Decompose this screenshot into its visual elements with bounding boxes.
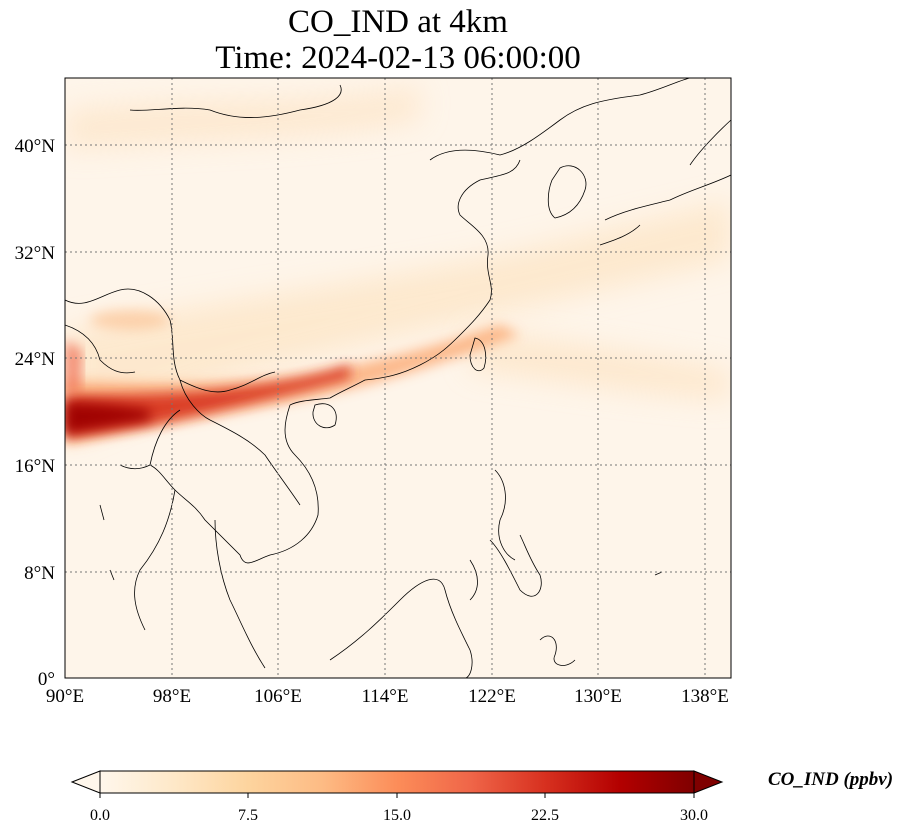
colorbar: 0.0 7.5 15.0 22.5 30.0 [70,770,724,824]
lon-tick-98: 98°E [153,686,191,707]
lon-tick-130: 130°E [574,686,622,707]
gridlines [65,78,731,678]
lat-tick-40: 40°N [15,136,56,157]
colorbar-extend-low [70,770,101,794]
coastlines [65,78,731,678]
title-variable: CO_IND at 4km [288,4,508,40]
lon-tick-106: 106°E [254,686,302,707]
co-concentration-field [65,78,731,678]
lat-tick-labels: 0° 8°N 16°N 24°N 32°N 40°N [15,136,56,690]
map-frame [64,77,732,679]
lon-tick-138: 138°E [681,686,729,707]
lon-tick-122: 122°E [468,686,516,707]
colorbar-tick-0: 0.0 [90,807,110,824]
lon-tick-labels: 90°E 98°E 106°E 114°E 122°E 130°E 138°E [46,686,729,707]
lat-tick-0: 0° [38,669,55,690]
lat-tick-16: 16°N [15,456,56,477]
map-title: CO_IND at 4km Time: 2024-02-13 06:00:00 [65,4,731,76]
colorbar-gradient [99,770,695,794]
lon-tick-114: 114°E [362,686,409,707]
lon-tick-90: 90°E [46,686,84,707]
colorbar-tick-4: 30.0 [680,807,708,824]
colorbar-tick-3: 22.5 [531,807,559,824]
colorbar-extend-high [693,770,724,794]
colorbar-tick-1: 7.5 [238,807,258,824]
colorbar-label: CO_IND (ppbv) [768,769,894,790]
lat-tick-24: 24°N [15,349,56,370]
lat-tick-32: 32°N [15,243,56,264]
title-time: Time: 2024-02-13 06:00:00 [215,40,581,76]
lat-tick-8: 8°N [24,563,55,584]
colorbar-tick-2: 15.0 [383,807,411,824]
